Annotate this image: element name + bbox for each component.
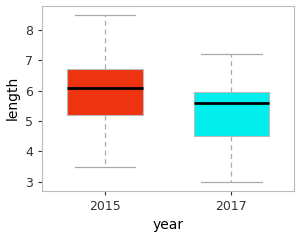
Bar (194, 92, 269, 136)
Bar (68, 69, 143, 115)
X-axis label: year: year (153, 218, 184, 233)
Y-axis label: length: length (6, 76, 20, 120)
